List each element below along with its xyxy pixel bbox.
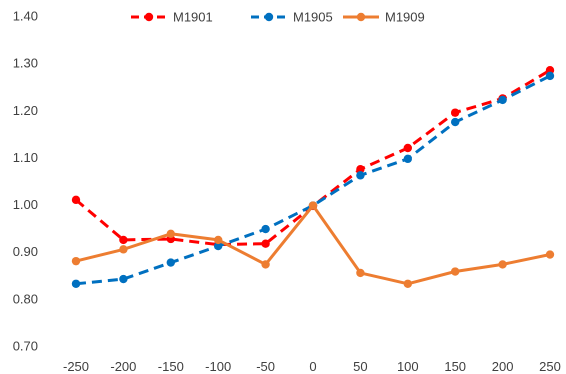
y-tick-label: 1.10 (13, 150, 38, 165)
data-point (451, 267, 460, 276)
x-tick-label: 250 (539, 359, 561, 374)
series-line (75, 74, 551, 286)
x-tick-label: -150 (158, 359, 184, 374)
x-tick-label: -250 (63, 359, 89, 374)
legend-swatch-marker (356, 12, 366, 22)
data-point (403, 154, 412, 164)
x-tick-label: -100 (205, 359, 231, 374)
data-point (261, 224, 270, 234)
data-point (403, 279, 412, 288)
data-point (356, 171, 365, 180)
x-tick-label: 200 (492, 359, 514, 374)
x-tick-label: 0 (309, 359, 316, 374)
x-tick-label: 150 (444, 359, 466, 374)
data-point (545, 71, 555, 81)
data-point (71, 195, 81, 205)
data-point (71, 256, 81, 266)
data-point (214, 241, 223, 251)
legend: M1901 M1905 M1909 (131, 10, 425, 25)
data-point (403, 143, 412, 153)
y-axis: 0.70 0.80 0.90 1.00 1.10 1.20 1.30 1.40 (13, 9, 38, 354)
legend-label: M1909 (385, 10, 425, 25)
data-point (214, 235, 223, 245)
data-point (261, 260, 270, 269)
x-tick-label: -200 (110, 359, 136, 374)
y-tick-label: 1.20 (13, 103, 38, 118)
legend-item: M1905 (251, 10, 333, 25)
legend-swatch-marker (144, 12, 154, 22)
legend-label: M1901 (173, 10, 213, 25)
y-tick-label: 1.40 (13, 9, 38, 24)
y-tick-label: 0.80 (13, 291, 38, 306)
y-tick-label: 0.90 (13, 244, 38, 259)
data-point (498, 95, 507, 105)
data-point (166, 258, 175, 267)
data-point (166, 229, 175, 238)
legend-item: M1901 (131, 10, 213, 25)
data-point (356, 165, 365, 174)
x-axis: -250 -200 -150 -100 -50 0 50 100 150 200 250 (63, 359, 561, 374)
series-m1909 (71, 201, 555, 288)
legend-item: M1909 (343, 10, 425, 25)
plot-area (71, 66, 555, 288)
data-point (119, 274, 128, 284)
data-point (261, 239, 270, 248)
data-point (308, 201, 318, 210)
data-point (498, 260, 507, 269)
y-tick-label: 0.70 (13, 339, 38, 354)
data-point (119, 235, 128, 245)
data-point (451, 108, 460, 117)
data-point (119, 245, 128, 254)
data-point (451, 117, 460, 127)
y-tick-label: 1.30 (13, 56, 38, 71)
x-tick-label: -50 (256, 359, 275, 374)
x-tick-label: 50 (353, 359, 367, 374)
series-m1901 (71, 66, 555, 249)
legend-swatch-marker (264, 12, 274, 22)
data-point (356, 268, 365, 278)
data-point (545, 250, 555, 259)
y-tick-label: 1.00 (13, 197, 38, 212)
x-tick-label: 100 (397, 359, 419, 374)
data-point (71, 279, 81, 288)
series-line (75, 68, 551, 247)
legend-label: M1905 (293, 10, 333, 25)
